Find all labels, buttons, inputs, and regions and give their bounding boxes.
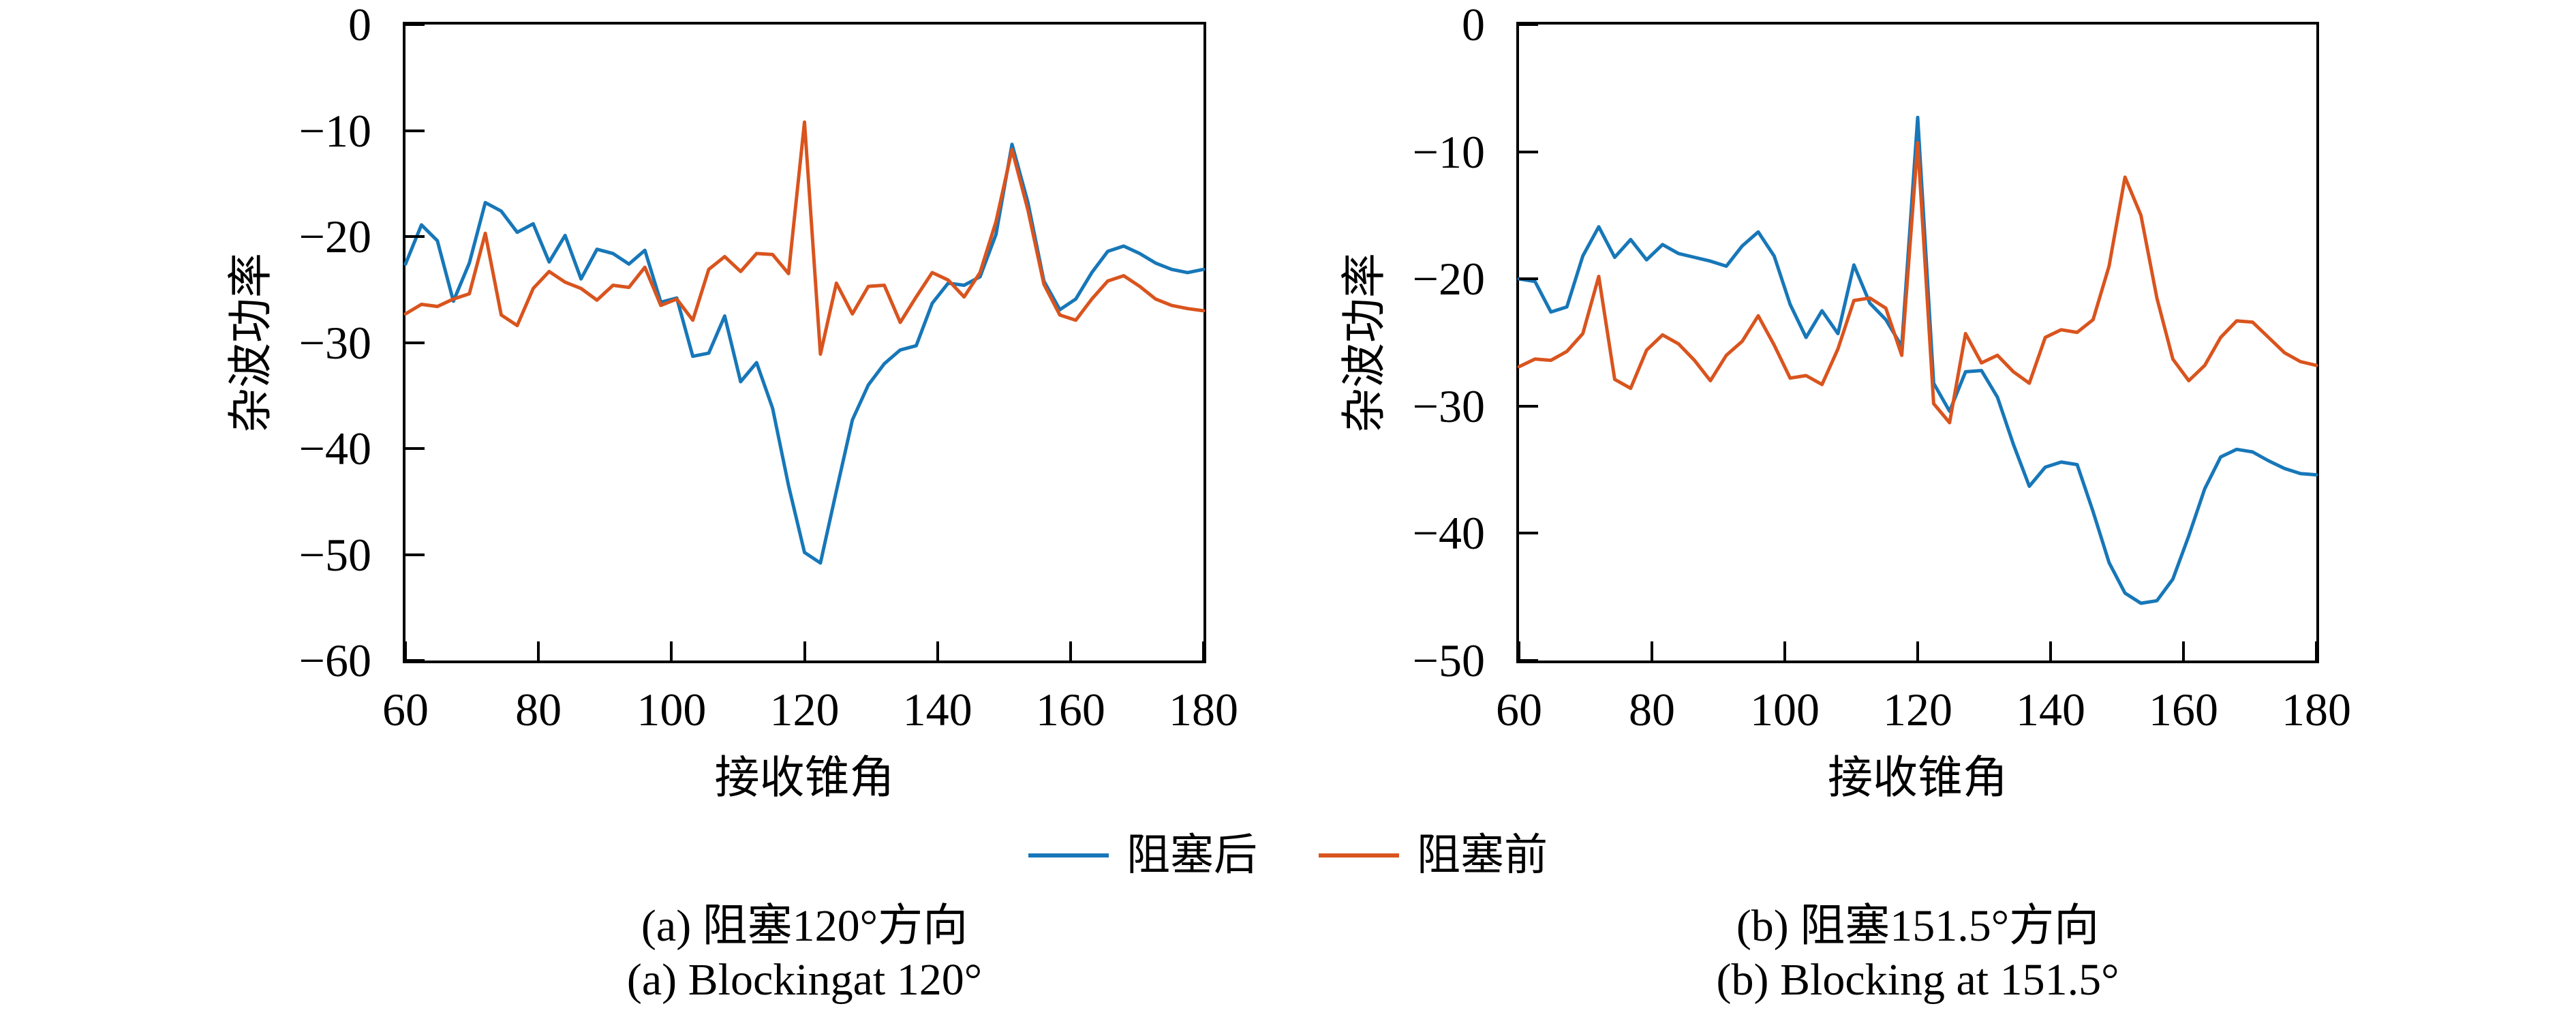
y-tick-mark <box>1519 23 1538 26</box>
caption-b-en: (b) Blocking at 151.5° <box>1716 955 2119 1005</box>
y-tick-mark <box>1519 150 1538 153</box>
x-tick-label: 160 <box>2149 684 2218 735</box>
y-tick-label: −20 <box>1412 253 1485 305</box>
x-tick-label: 60 <box>1496 684 1542 735</box>
y-tick-mark <box>1519 277 1538 281</box>
y-tick-mark <box>1519 532 1538 535</box>
y-tick-label: −20 <box>298 211 371 262</box>
y-tick-label: 0 <box>348 0 371 50</box>
x-tick-label: 160 <box>1035 684 1105 735</box>
x-tick-label: 180 <box>1169 684 1238 735</box>
x-tick-mark <box>1202 641 1205 661</box>
legend-line-swatch-after <box>1028 853 1109 857</box>
legend-label-before: 阻塞前 <box>1417 831 1548 879</box>
x-tick-mark <box>670 641 673 661</box>
legend-label-after: 阻塞后 <box>1126 831 1257 879</box>
plot-area-a <box>403 120 1206 565</box>
y-tick-label: −60 <box>298 635 371 686</box>
y-tick-label: −10 <box>1412 125 1485 178</box>
x-tick-label: 140 <box>902 684 972 735</box>
x-tick-label: 80 <box>515 684 562 735</box>
caption-b-zh: (b) 阻塞151.5°方向 <box>1736 901 2100 951</box>
series-line-阻塞后 <box>1517 115 2318 605</box>
chart-a: 杂波功率 接收锥角 (a) 阻塞120°方向 (a) Blockingat 12… <box>226 0 1238 1005</box>
x-tick-mark <box>2182 641 2185 661</box>
x-tick-label: 180 <box>2282 684 2351 735</box>
x-axis-title-b: 接收锥角 <box>1828 753 2008 803</box>
x-tick-mark <box>1069 641 1072 661</box>
y-tick-label: −40 <box>1412 507 1485 560</box>
legend-item-before-blocking: 阻塞前 <box>1319 826 1548 885</box>
y-tick-label: 0 <box>1462 0 1485 50</box>
y-tick-mark <box>405 659 425 662</box>
x-tick-label: 140 <box>2016 684 2085 735</box>
x-tick-label: 100 <box>637 684 707 735</box>
y-tick-mark <box>1519 659 1538 662</box>
x-tick-mark <box>537 641 540 661</box>
y-tick-mark <box>405 235 425 238</box>
series-line-阻塞后 <box>403 142 1206 565</box>
y-tick-label: −50 <box>1412 635 1485 686</box>
x-tick-label: 120 <box>769 684 840 735</box>
x-tick-label: 120 <box>1883 684 1952 735</box>
x-tick-mark <box>404 641 407 661</box>
x-tick-mark <box>803 641 806 661</box>
legend: 阻塞后 阻塞前 <box>1028 826 1548 885</box>
y-tick-label: −40 <box>298 423 371 474</box>
y-tick-mark <box>1519 404 1538 408</box>
y-tick-label: −30 <box>1412 380 1485 432</box>
chart-b: 杂波功率 接收锥角 (b) 阻塞151.5°方向 (b) Blocking at… <box>1340 0 2351 1005</box>
y-tick-label: −30 <box>298 316 371 369</box>
y-tick-mark <box>405 129 425 132</box>
x-axis-title-a: 接收锥角 <box>714 753 895 803</box>
x-tick-mark <box>936 641 939 661</box>
x-tick-label: 100 <box>1750 684 1820 735</box>
x-tick-label: 80 <box>1629 684 1675 735</box>
y-tick-mark <box>405 447 425 450</box>
x-tick-mark <box>2315 641 2318 661</box>
x-tick-mark <box>1518 641 1520 661</box>
legend-line-swatch-before <box>1319 853 1399 857</box>
caption-a-zh: (a) 阻塞120°方向 <box>641 901 968 951</box>
y-tick-mark <box>405 23 425 26</box>
series-line-阻塞前 <box>1517 141 2318 425</box>
plot-area-b <box>1517 115 2318 605</box>
y-tick-label: −10 <box>298 104 371 157</box>
y-tick-label: −50 <box>298 528 371 581</box>
caption-a-en: (a) Blockingat 120° <box>626 955 983 1005</box>
x-tick-mark <box>2049 641 2052 661</box>
y-tick-mark <box>405 553 425 556</box>
legend-item-after-blocking: 阻塞后 <box>1028 826 1257 885</box>
x-tick-mark <box>1651 641 1653 661</box>
x-tick-label: 60 <box>382 684 429 735</box>
x-tick-mark <box>1916 641 1919 661</box>
x-tick-mark <box>1783 641 1786 661</box>
series-line-阻塞前 <box>403 120 1206 356</box>
y-tick-mark <box>405 341 425 344</box>
